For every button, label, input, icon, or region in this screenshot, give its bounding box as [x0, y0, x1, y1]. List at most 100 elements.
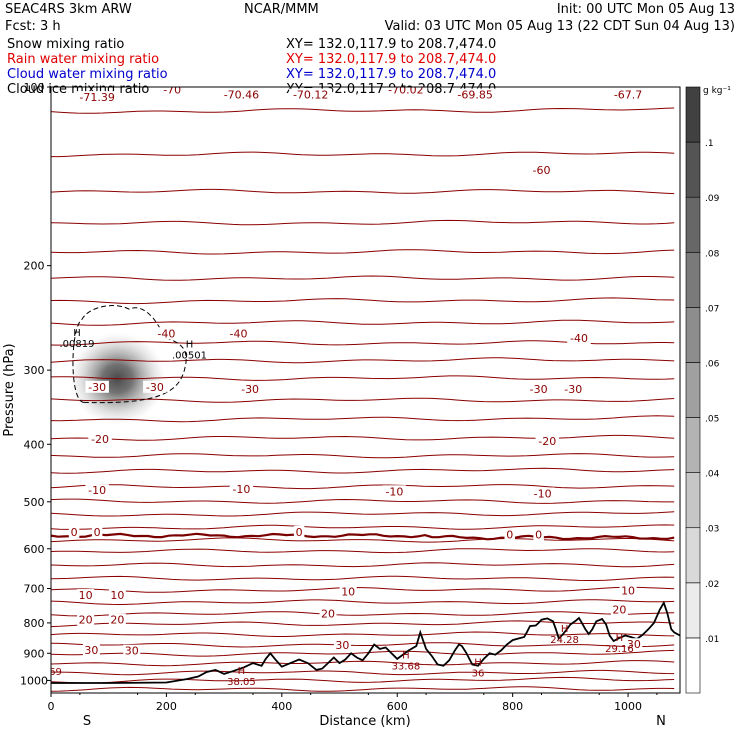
isotherm-line — [51, 631, 675, 637]
contour-label: 20 — [321, 608, 335, 621]
isotherm-line — [51, 249, 675, 255]
contour-label: -10 — [88, 484, 106, 497]
colorbar: .01 .02 .03 .04 .05 .06 .07 .08 .09 .1 — [685, 86, 720, 694]
contour-label: 10 — [79, 589, 93, 602]
contour-label-bg — [319, 607, 337, 620]
contour-label: -40 — [157, 327, 175, 340]
colorbar-level-label: .01 — [705, 635, 719, 645]
extremum-value: 36 — [472, 668, 485, 679]
contour-label-bg — [382, 485, 407, 498]
contour-label: -70.02 — [388, 84, 423, 97]
contour-label-bg — [160, 87, 184, 96]
isotherm-line — [51, 575, 675, 581]
y-tick-label: 900 — [24, 647, 45, 660]
contour-label-bg — [108, 589, 126, 602]
contour-label: 30 — [627, 638, 641, 651]
colorbar-level-label: .04 — [705, 470, 720, 480]
contour-label: 0 — [94, 526, 101, 539]
colorbar-swatch — [685, 472, 701, 529]
isotherm-line — [51, 676, 675, 684]
contour-label: -10 — [232, 483, 250, 496]
contour-label-bg — [529, 164, 554, 177]
isotherm-line — [51, 434, 675, 441]
contour-label-bg — [154, 327, 179, 340]
field-xy-rain: XY= 132.0,117.9 to 208.7,474.0 — [286, 52, 496, 67]
x-axis: 0 200 400 600 800 1000 — [48, 693, 658, 713]
contour-label: -10 — [385, 485, 403, 498]
x-tick-label: 800 — [502, 700, 523, 713]
x-axis-label: Distance (km) — [319, 714, 410, 729]
isotherm-line — [51, 548, 675, 554]
contour-label-bg — [619, 584, 637, 597]
contour-label-bg — [535, 435, 560, 448]
contour-label-bg — [293, 525, 305, 538]
extremum-mark: H — [402, 650, 410, 661]
contour-label: 10 — [621, 584, 635, 597]
contour-label-bg — [68, 525, 80, 538]
isotherm-line — [51, 537, 675, 543]
contour-label-bg — [88, 433, 112, 446]
contour-label-bg — [289, 88, 333, 101]
colorbar-level-label: .03 — [705, 525, 719, 535]
contour-label-bg — [504, 528, 516, 541]
contour-label-bg — [77, 589, 95, 602]
isotherm-line — [51, 669, 675, 676]
contour-label: 0 — [296, 526, 303, 539]
contour-label: -30 — [564, 383, 582, 396]
contour-label: 0 — [535, 529, 542, 542]
y-tick-label: 500 — [24, 496, 45, 509]
isotherm-line — [51, 498, 675, 504]
model-title: SEAC4RS 3km ARW — [5, 2, 132, 17]
y-tick-label: 1000 — [20, 674, 48, 687]
colorbar-swatch — [685, 141, 701, 198]
contour-label-bg — [143, 380, 167, 393]
contour-label-bg — [75, 91, 119, 104]
contour-label: -10 — [534, 487, 552, 500]
isotherm-line — [51, 397, 675, 403]
contour-label: -30 — [88, 381, 106, 394]
isotherm-line — [51, 219, 675, 226]
center-label: NCAR/MMM — [244, 2, 319, 17]
contour-label-bg — [567, 332, 591, 345]
colorbar-level-label: .1 — [705, 139, 714, 149]
y-axis: 100 200 300 400 500 600 700 800 900 1000 — [20, 81, 51, 687]
extremum-value: .69 — [46, 667, 62, 678]
colorbar-swatch — [685, 307, 701, 363]
x-tick-label: 1000 — [614, 700, 642, 713]
isotherm-line — [51, 562, 675, 568]
contour-label-bg — [625, 638, 643, 651]
isotherm-line — [51, 151, 675, 158]
contour-label: -70.12 — [293, 89, 328, 102]
isotherm-line — [51, 620, 675, 628]
contour-label-bg — [108, 613, 126, 626]
isotherm-line — [51, 660, 675, 667]
field-xy-cloud-water: XY= 132.0,117.9 to 208.7,474.0 — [286, 67, 496, 82]
isotherm-line — [51, 107, 675, 114]
contour-label: 30 — [125, 645, 139, 658]
contour-label-bg — [85, 380, 109, 393]
isotherm-line — [51, 611, 675, 617]
colorbar-level-label: .02 — [705, 580, 719, 590]
contour-label: -30 — [241, 383, 259, 396]
temperature-contour-labels: -71.39 -70 -70.46 -70.12 -70.02 -69.85 -67.7 -6… — [68, 84, 647, 658]
contour-label-bg — [533, 528, 544, 541]
contour-label: -40 — [570, 332, 588, 345]
x-tick-label: 200 — [156, 700, 177, 713]
isotherm-line — [51, 484, 675, 490]
extremum-value: .00501 — [172, 351, 207, 362]
extremum-value: 33.68 — [392, 661, 421, 672]
x-tick-label: 600 — [387, 700, 408, 713]
cloud-ice-outline — [72, 305, 187, 404]
contour-label: -20 — [538, 435, 556, 448]
colorbar-swatch — [685, 527, 701, 584]
extremum-value: 29.16 — [605, 644, 634, 655]
extremum-value: .00819 — [59, 339, 94, 350]
contour-label-bg — [561, 383, 585, 396]
contour-label-bg — [219, 88, 263, 101]
isotherm-line — [51, 188, 675, 195]
contour-label: -20 — [91, 433, 109, 446]
y-tick-label: 300 — [24, 364, 45, 377]
valid-time: Valid: 03 UTC Mon 05 Aug 13 (22 CDT Sun … — [385, 19, 735, 34]
colorbar-swatch — [685, 86, 701, 143]
